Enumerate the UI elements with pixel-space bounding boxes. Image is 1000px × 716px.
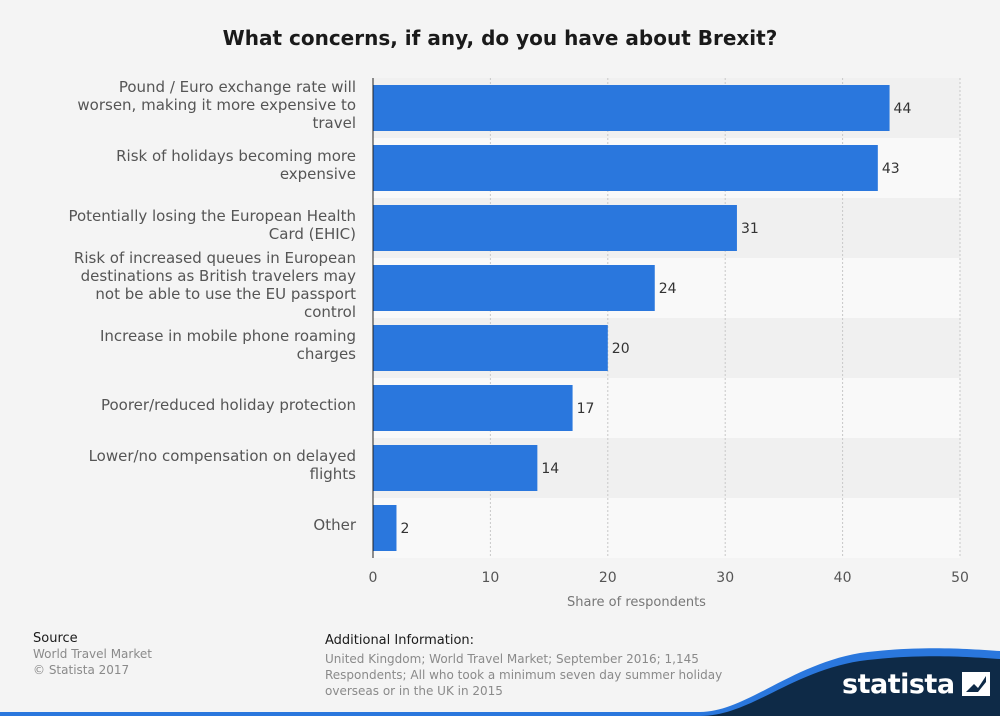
category-label-line: Risk of increased queues in European bbox=[73, 249, 356, 267]
additional-info-line: Respondents; All who took a minimum seve… bbox=[325, 668, 723, 682]
x-axis-title: Share of respondents bbox=[567, 595, 706, 610]
category-label-line: Other bbox=[313, 516, 356, 534]
bar[interactable] bbox=[373, 445, 538, 491]
category-label-line: expensive bbox=[279, 165, 356, 183]
bar[interactable] bbox=[373, 85, 890, 131]
category-label-line: Risk of holidays becoming more bbox=[116, 147, 356, 165]
x-tick-label: 50 bbox=[951, 570, 969, 586]
category-label: Other bbox=[20, 516, 356, 534]
category-label-line: Potentially losing the European Health bbox=[68, 207, 356, 225]
x-tick-label: 30 bbox=[716, 570, 734, 586]
category-label-line: control bbox=[304, 303, 356, 321]
category-label-line: worsen, making it more expensive to bbox=[77, 96, 356, 114]
x-tick-label: 10 bbox=[481, 570, 499, 586]
category-label: Lower/no compensation on delayed flights bbox=[20, 447, 356, 483]
additional-info-title: Additional Information: bbox=[325, 633, 475, 648]
x-tick-label: 0 bbox=[369, 570, 378, 586]
statista-logo-icon bbox=[961, 672, 990, 696]
category-label-line: charges bbox=[296, 345, 356, 363]
source-line[interactable]: World Travel Market bbox=[33, 647, 152, 661]
bar[interactable] bbox=[373, 205, 737, 251]
row-band bbox=[373, 498, 960, 558]
statista-brand[interactable]: statista bbox=[842, 668, 990, 700]
x-tick-label: 40 bbox=[834, 570, 852, 586]
category-label: Increase in mobile phone roaming charges bbox=[20, 327, 356, 363]
bar-value-label: 2 bbox=[400, 521, 409, 537]
copyright-line: © Statista 2017 bbox=[33, 663, 130, 677]
category-label-line: not be able to use the EU passport bbox=[95, 285, 356, 303]
x-tick-label: 20 bbox=[599, 570, 617, 586]
bar[interactable] bbox=[373, 385, 573, 431]
bar[interactable] bbox=[373, 145, 878, 191]
bar[interactable] bbox=[373, 265, 655, 311]
category-label-line: Pound / Euro exchange rate will bbox=[118, 78, 356, 96]
category-label-line: Lower/no compensation on delayed bbox=[88, 447, 356, 465]
source-title: Source bbox=[33, 631, 78, 646]
bar-value-label: 24 bbox=[659, 281, 677, 297]
category-label: Potentially losing the European Health Ca… bbox=[20, 207, 356, 243]
chart-title: What concerns, if any, do you have about… bbox=[222, 26, 778, 50]
bar-value-label: 20 bbox=[612, 341, 630, 357]
bar-value-label: 14 bbox=[541, 461, 559, 477]
bar-value-label: 43 bbox=[882, 161, 900, 177]
additional-info-block: Additional Information: United Kingdom; … bbox=[325, 633, 745, 699]
category-label: Risk of increased queues in European dest… bbox=[20, 249, 356, 321]
category-label: Poorer/reduced holiday protection bbox=[20, 396, 356, 414]
additional-info-line: United Kingdom; World Travel Market; Sep… bbox=[325, 652, 699, 666]
bar-value-label: 31 bbox=[741, 221, 759, 237]
category-label-line: Card (EHIC) bbox=[268, 225, 356, 243]
category-label: Risk of holidays becoming more expensive bbox=[20, 147, 356, 183]
source-block: Source World Travel Market © Statista 20… bbox=[33, 631, 152, 678]
category-label-line: destinations as British travelers may bbox=[80, 267, 356, 285]
statista-wordmark: statista bbox=[842, 668, 955, 700]
bar[interactable] bbox=[373, 505, 397, 551]
additional-info-text: United Kingdom; World Travel Market; Sep… bbox=[325, 651, 745, 699]
bar-value-label: 17 bbox=[577, 401, 595, 417]
category-label-line: Increase in mobile phone roaming bbox=[99, 327, 356, 345]
wave-accent bbox=[0, 648, 1000, 716]
bar-value-label: 44 bbox=[894, 101, 912, 117]
category-label-line: travel bbox=[312, 114, 356, 132]
category-label-line: Poorer/reduced holiday protection bbox=[100, 396, 356, 414]
bar[interactable] bbox=[373, 325, 608, 371]
category-label-line: flights bbox=[309, 465, 356, 483]
additional-info-line: overseas or in the UK in 2015 bbox=[325, 684, 503, 698]
category-label: Pound / Euro exchange rate will worsen, m… bbox=[20, 78, 356, 132]
wave-dark bbox=[700, 656, 1000, 716]
